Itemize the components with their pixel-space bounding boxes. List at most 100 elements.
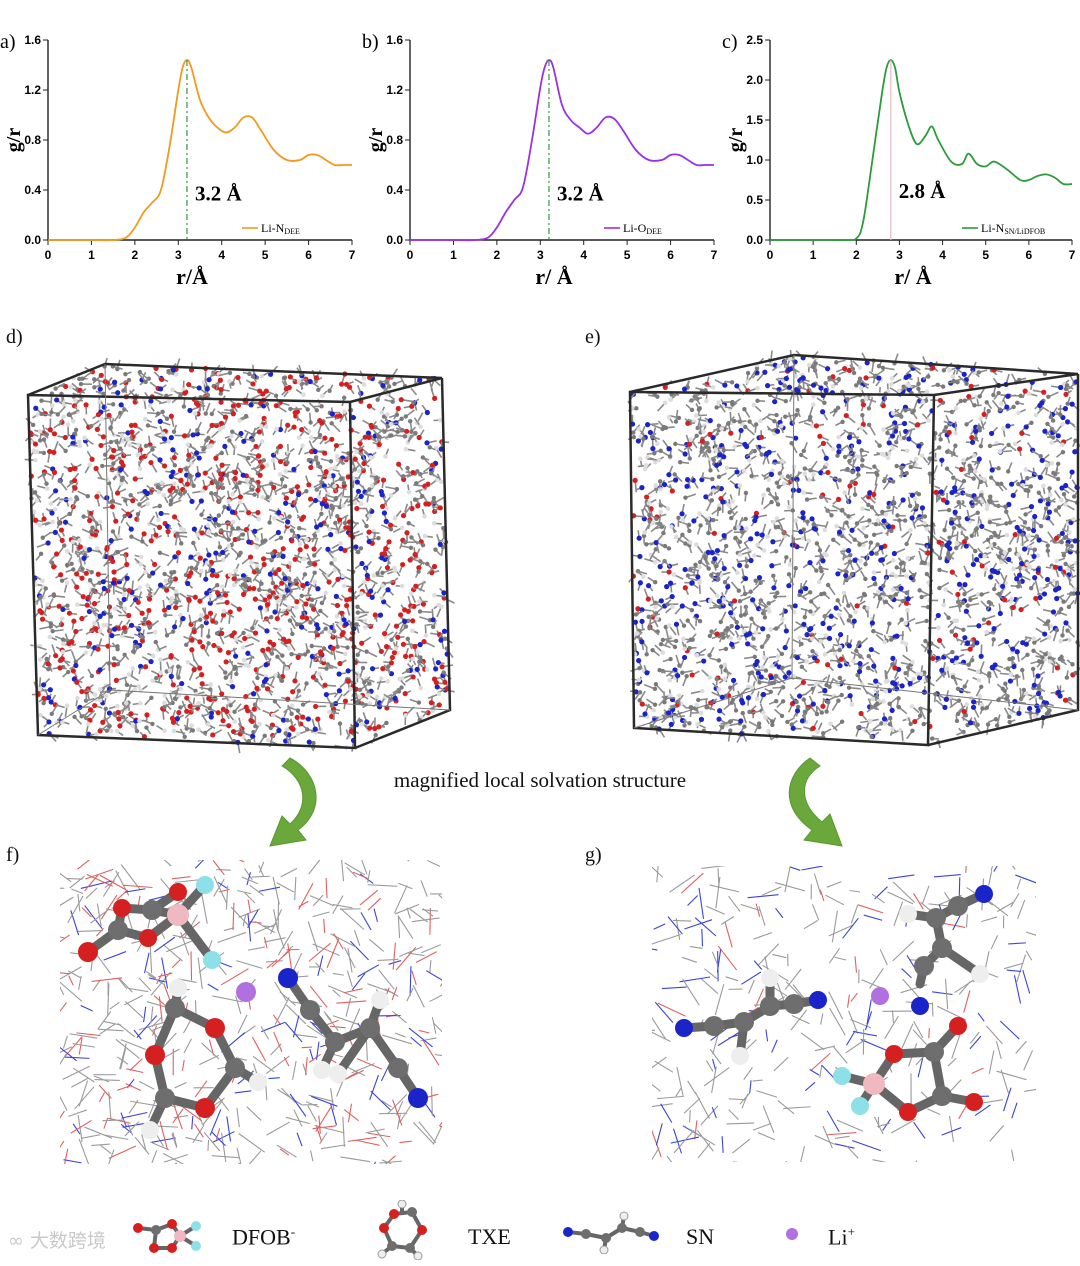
atom <box>705 440 710 446</box>
atom <box>631 430 636 435</box>
atom <box>420 455 426 460</box>
atom <box>679 717 686 724</box>
atom <box>144 725 149 730</box>
atom <box>71 618 77 624</box>
atom <box>390 399 395 404</box>
atom <box>174 589 179 594</box>
atom <box>164 633 170 638</box>
atom <box>218 471 224 477</box>
atom <box>947 535 952 540</box>
atom <box>236 606 242 612</box>
atom <box>129 429 135 435</box>
atom <box>312 579 318 585</box>
atom <box>1045 421 1050 427</box>
atom <box>84 602 90 608</box>
atom <box>364 523 369 529</box>
atom <box>81 555 87 561</box>
atom <box>44 486 50 491</box>
atom <box>37 522 43 528</box>
atom <box>121 453 127 459</box>
atom <box>60 606 66 613</box>
atom <box>868 540 874 545</box>
atom <box>380 570 385 576</box>
atom <box>47 427 53 433</box>
atom <box>774 480 780 486</box>
atom <box>162 436 168 442</box>
y-tick-label: 2.5 <box>746 33 763 47</box>
atom <box>977 693 983 699</box>
atom <box>275 529 282 536</box>
atom <box>326 579 332 585</box>
atom <box>362 618 368 623</box>
atom <box>126 672 132 677</box>
atom <box>220 549 226 556</box>
atom <box>698 710 704 716</box>
atom <box>438 637 444 643</box>
atom <box>170 447 176 453</box>
atom <box>297 541 303 547</box>
x-tick-label: 0 <box>767 248 774 262</box>
x-tick-label: 7 <box>711 248 718 262</box>
atom <box>757 680 762 685</box>
atom <box>186 596 192 602</box>
atom <box>272 699 278 704</box>
atom <box>307 378 313 385</box>
atom <box>123 629 128 635</box>
atom <box>246 455 251 461</box>
atom <box>304 537 310 542</box>
atom <box>259 464 265 470</box>
atom <box>786 504 792 510</box>
atom <box>814 568 819 573</box>
atom <box>344 597 350 603</box>
atom <box>256 569 262 575</box>
atom <box>431 495 437 501</box>
atom <box>197 598 203 604</box>
atom <box>947 368 952 373</box>
atom <box>300 714 306 720</box>
atom <box>173 372 179 377</box>
atom <box>97 698 103 703</box>
atom <box>729 641 735 647</box>
atom <box>417 609 423 614</box>
atom <box>944 466 950 471</box>
atom <box>863 562 868 567</box>
atom <box>704 398 709 404</box>
atom <box>274 426 279 432</box>
atom <box>765 487 771 492</box>
atom <box>189 637 195 643</box>
atom <box>230 381 235 386</box>
atom <box>907 503 913 509</box>
atom <box>150 653 156 659</box>
atom <box>650 446 656 452</box>
atom <box>52 507 58 512</box>
atom <box>346 451 351 456</box>
atom <box>170 682 176 688</box>
rdf-chart-a-svg: a)0 1 2 3 4 5 6 70.00.40.81.21.6g/rr/Å3.2 ÅLi-N… <box>0 31 356 289</box>
atom <box>192 411 198 416</box>
atom <box>197 639 203 645</box>
atom <box>59 578 65 583</box>
atom <box>230 526 235 531</box>
atom <box>53 488 59 494</box>
atom <box>420 493 425 499</box>
atom <box>49 510 55 516</box>
atom <box>890 524 896 530</box>
atom <box>313 629 319 635</box>
atom <box>101 585 107 592</box>
atom <box>141 734 148 740</box>
atom <box>263 424 269 429</box>
atom <box>156 489 162 495</box>
atom <box>119 481 124 486</box>
atom <box>849 702 855 707</box>
atom <box>72 477 78 484</box>
atom <box>655 394 660 399</box>
atom <box>288 406 293 412</box>
atom <box>301 392 306 397</box>
atom <box>220 612 227 618</box>
atom <box>172 481 177 487</box>
atom <box>1063 620 1069 626</box>
atom <box>1027 705 1033 712</box>
atom <box>241 630 246 636</box>
atom <box>256 429 263 435</box>
atom <box>416 565 422 571</box>
